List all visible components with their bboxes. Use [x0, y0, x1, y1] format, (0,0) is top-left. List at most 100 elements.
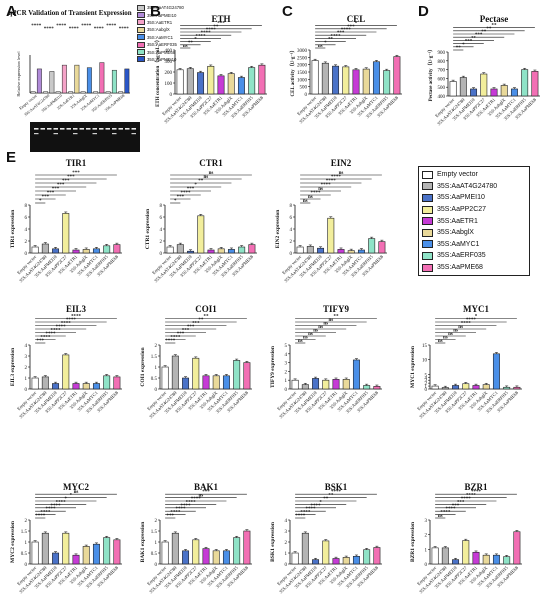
bar [202, 548, 210, 565]
bar [317, 247, 325, 254]
y-axis-label: MYC2 expression [10, 521, 16, 563]
gel-band [125, 128, 130, 130]
sig-label: **** [191, 497, 202, 502]
bar [161, 366, 169, 390]
bar [176, 244, 184, 254]
bar [103, 537, 111, 565]
bar [238, 246, 246, 254]
sig-label: **** [445, 507, 456, 512]
legend-label: 35S:AaETR1 [437, 217, 478, 225]
bar [513, 531, 521, 565]
bar [171, 355, 179, 390]
bar [362, 68, 370, 95]
mini-legend-swatch [137, 49, 145, 56]
bar [431, 547, 439, 565]
mini-legend-entry: 35S:AaAT4G24780 [137, 4, 215, 11]
y-tick-label: 1000 [297, 78, 308, 83]
y-tick-label: 3000 [297, 49, 308, 54]
y-tick-label: 8 [290, 204, 293, 209]
bar [337, 249, 345, 254]
bar [352, 69, 360, 95]
bar [472, 385, 480, 390]
chart-title: TIFY9 [323, 304, 350, 314]
y-tick-label: 800 [438, 60, 446, 65]
bar [243, 362, 251, 390]
y-tick-label: 2 [155, 519, 158, 524]
sig-label: *** [192, 322, 200, 327]
chart-title: EIN2 [331, 158, 352, 168]
sig-label: **** [186, 500, 197, 505]
mini-legend-swatch [137, 19, 145, 26]
sig-label: ns [199, 494, 204, 499]
sig-label: * [462, 43, 465, 48]
y-tick-label: 5 [285, 344, 288, 349]
sig-label: **** [206, 28, 217, 33]
bar [186, 68, 194, 95]
chart-title: MYC2 [63, 482, 89, 492]
bar [118, 91, 124, 94]
chart-title: MYC1 [463, 304, 489, 314]
y-tick-label: 8 [160, 204, 163, 209]
bar [111, 69, 117, 94]
bar [322, 540, 330, 565]
sig-label: **** [81, 24, 92, 29]
y-tick-label: 700 [438, 69, 446, 74]
y-axis-label: Relative expression level [16, 51, 21, 97]
sig-label: **** [40, 511, 51, 516]
y-tick-label: 1.5 [21, 530, 28, 535]
y-tick-label: 6 [160, 216, 163, 221]
sig-label: **** [181, 504, 192, 509]
sig-label: ** [456, 46, 462, 51]
bar [531, 71, 539, 97]
panel-a-legend: 35S:AaAT4G24780 35S:AaPMEI10 35S:AaETR1 35S… [137, 4, 215, 63]
sig-label: * [319, 500, 322, 505]
bar [217, 75, 225, 95]
bar [327, 217, 335, 254]
legend-entry: 35S:AaMYC1 [422, 239, 526, 251]
bar [166, 246, 174, 254]
y-tick-label: 100 [165, 82, 173, 87]
sig-label: **** [201, 31, 212, 36]
bar [452, 559, 460, 565]
chart-title: EIL3 [66, 304, 87, 314]
sig-label: **** [440, 511, 451, 516]
bar [243, 530, 251, 565]
legend-entry: Empty vector [422, 169, 526, 181]
panel-letter-e: E [6, 149, 16, 166]
mini-legend-label: 35S:AaAT4G24780 [147, 5, 184, 11]
sig-label: **** [106, 24, 117, 29]
y-tick-label: 5 [425, 373, 428, 378]
bar [393, 56, 401, 95]
chart-title: CEL [347, 14, 366, 24]
y-tick-label: 3 [425, 379, 428, 384]
sig-label: **** [45, 332, 56, 337]
y-tick-label: 0 [290, 252, 293, 257]
bar [357, 249, 365, 254]
bar [301, 384, 309, 390]
sig-label: **** [69, 27, 80, 32]
y-tick-label: 200 [165, 71, 173, 76]
bar [222, 375, 230, 390]
mini-legend-label: 35S:AaPMEI10 [147, 12, 177, 18]
sig-label: ns [443, 336, 448, 341]
legend-entry: 35S:AabglX [422, 227, 526, 239]
chart-title: BZR1 [464, 482, 488, 492]
y-tick-label: 0 [160, 252, 163, 257]
gel-band [86, 128, 91, 130]
y-tick-label: 0 [425, 388, 428, 393]
sig-label: ** [204, 315, 210, 320]
sig-label: **** [170, 511, 181, 516]
y-tick-label: 2 [25, 519, 28, 524]
sig-label: *** [52, 187, 60, 192]
bar [490, 88, 498, 97]
sig-label: **** [56, 24, 67, 29]
bar [492, 554, 500, 565]
gel-band [92, 133, 97, 135]
y-tick-label: 0 [25, 388, 28, 393]
gel-band [112, 128, 117, 130]
bar [321, 62, 329, 95]
sig-label: **** [471, 490, 482, 495]
bar [373, 547, 381, 565]
mini-legend-label: 35S:AaPME68 [147, 49, 176, 55]
